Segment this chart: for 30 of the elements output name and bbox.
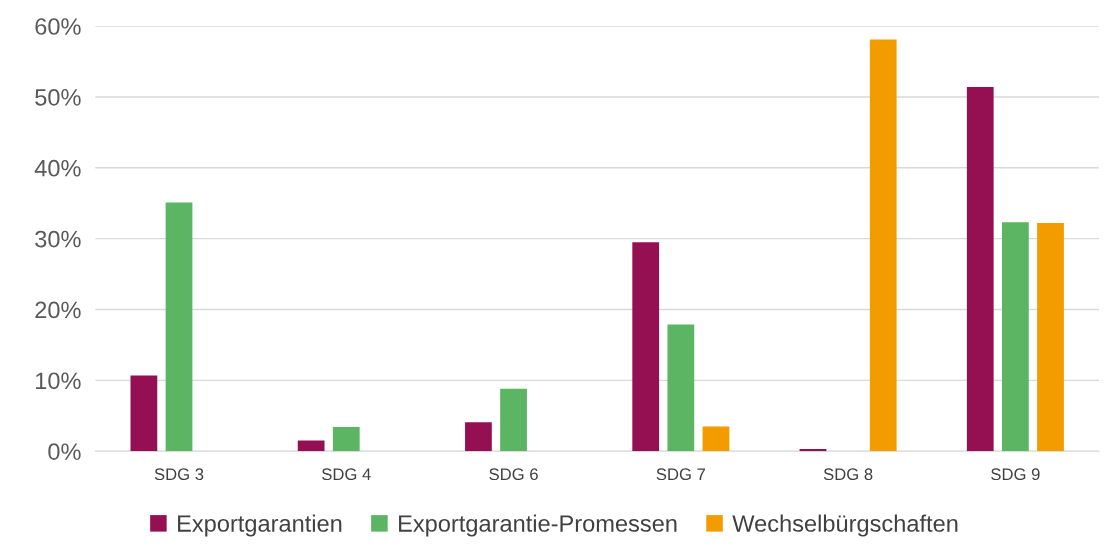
bar	[702, 426, 730, 452]
bar	[799, 449, 827, 452]
bar	[165, 202, 193, 452]
bar	[465, 422, 492, 452]
bar	[130, 375, 158, 452]
legend-label: Wechselbürgschaften	[732, 514, 958, 537]
y-tick-label: 20%	[35, 301, 81, 319]
x-tick-label: SDG 7	[656, 468, 706, 481]
bar	[332, 427, 360, 452]
bar	[966, 87, 994, 452]
bar	[667, 324, 695, 452]
x-tick-label: SDG 6	[489, 468, 538, 481]
legend-label: Exportgarantien	[178, 514, 342, 537]
x-tick-label: SDG 8	[823, 468, 873, 481]
x-tick-label: SDG 4	[322, 468, 371, 481]
bar	[1002, 222, 1029, 452]
y-tick-label: 0%	[48, 443, 81, 460]
bar	[869, 39, 897, 452]
y-tick-label: 50%	[35, 89, 81, 106]
x-tick-label: SDG 9	[991, 468, 1040, 481]
bar	[297, 440, 325, 452]
legend-label: Exportgarantie-Promessen	[399, 514, 677, 537]
x-tick-label: SDG 3	[154, 468, 204, 481]
y-tick-label: 60%	[35, 18, 81, 35]
bar	[632, 242, 660, 452]
y-tick-label: 30%	[35, 230, 81, 248]
bar	[1037, 223, 1064, 452]
bar	[500, 388, 527, 452]
y-tick-label: 40%	[34, 159, 81, 177]
y-tick-label: 10%	[36, 372, 81, 390]
